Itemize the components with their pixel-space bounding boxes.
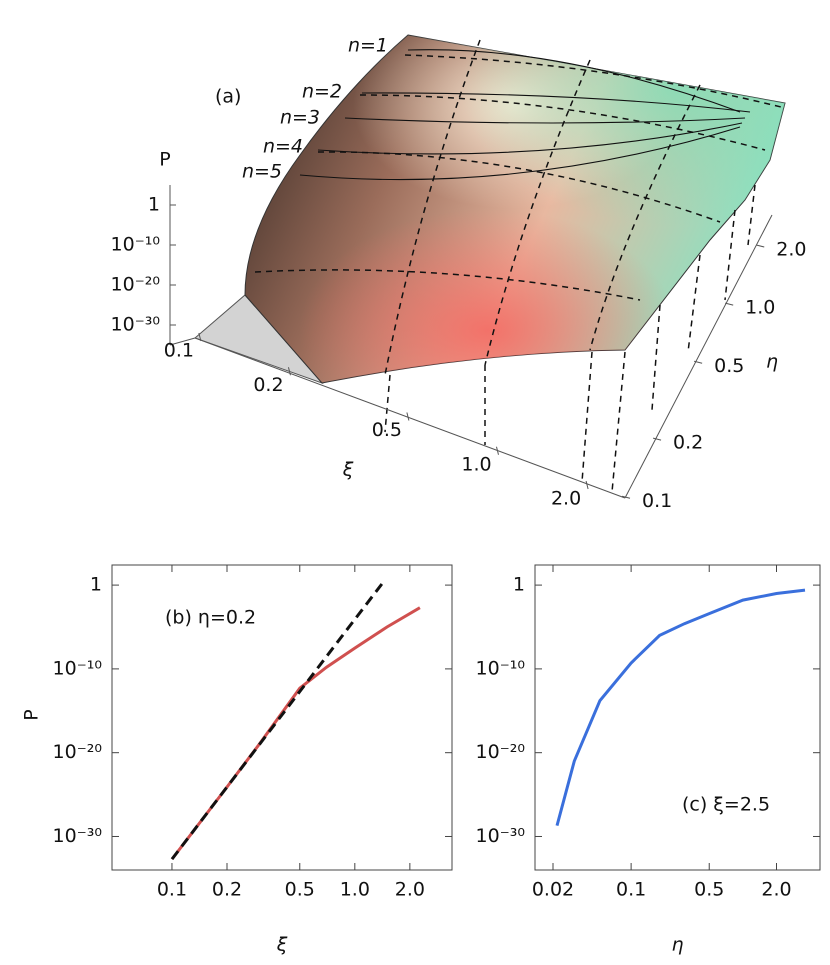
x-tick-label: 0.1 [157,879,187,901]
x-axis-label: ξ [342,459,354,481]
x-tick [585,480,589,490]
x-tick-label: 0.2 [212,879,242,901]
y-axis-label: P [21,709,43,720]
x-tick-label: 2.0 [551,488,581,510]
y-tick-label: 10⁻³⁰ [476,825,525,847]
curve-label: n=1 [348,35,388,57]
xi-axis [194,337,626,499]
y-tick [725,302,734,306]
y-tick-label: 0.2 [673,432,703,454]
y-tick-label: 10⁻¹⁰ [53,657,102,679]
curve-label: n=3 [280,107,320,129]
y-tick-label: 10⁻²⁰ [53,741,102,763]
x-tick [406,412,410,421]
y-tick [693,360,703,364]
x-tick-label: 0.1 [616,879,646,901]
y-tick-label: 1 [513,574,525,596]
x-tick-label: 1.0 [461,453,491,475]
y-tick-label: 10⁻³⁰ [53,825,102,847]
eta-axis [624,214,773,499]
panel-label: (c) ξ=2.5 [682,794,770,816]
y-tick-label: 1 [90,574,102,596]
panel-label: (a) [215,86,241,108]
y-tick-label: 2.0 [776,239,806,261]
data-line [555,588,806,826]
y-tick [621,495,631,499]
plot-frame [111,564,453,871]
y-tick [652,437,662,441]
y-tick-label: 0.5 [714,355,744,377]
x-tick-label: 0.02 [532,879,574,901]
curve-label: n=2 [302,81,342,103]
z-axis-label: P [159,149,170,171]
x-tick-label: 0.5 [372,419,402,441]
x-tick-label: 0.5 [285,879,315,901]
z-tick-label: 10⁻¹⁰ [111,234,160,256]
x-tick-label: 1.0 [340,879,370,901]
x-tick-label: 2.0 [761,879,791,901]
x-axis-label: η [671,934,683,956]
y-tick-label: 0.1 [642,490,672,512]
y-axis-label: η [766,351,778,373]
x-axis-label: ξ [276,934,288,956]
x-tick-label: 2.0 [395,879,425,901]
surface-panel: (a) P ξ η n=1 n=2 n=3 n=4 n=5 [159,34,786,499]
z-tick-label: 1 [148,194,160,216]
data-line [170,606,421,861]
z-tick-label: 10⁻³⁰ [111,314,160,336]
z-tick-label: 10⁻²⁰ [111,274,160,296]
x-tick-label: 0.1 [164,340,194,362]
n-curves [299,49,751,181]
x-tick-label: 0.5 [694,879,724,901]
data-line [170,579,387,861]
x-tick [496,446,499,455]
x-tick [198,332,202,342]
surface-grid [254,39,786,493]
curve-label: n=5 [242,161,282,183]
y-tick [756,244,765,248]
y-tick-label: 10⁻¹⁰ [476,657,525,679]
panel-label: (b) η=0.2 [165,607,256,629]
curve-label: n=4 [263,136,303,158]
axis-corner [169,337,196,346]
x-tick [287,367,291,376]
x-tick-label: 0.2 [253,374,283,396]
plot-frame [534,564,821,871]
y-tick-label: 1.0 [745,297,775,319]
y-tick-label: 10⁻²⁰ [476,741,525,763]
